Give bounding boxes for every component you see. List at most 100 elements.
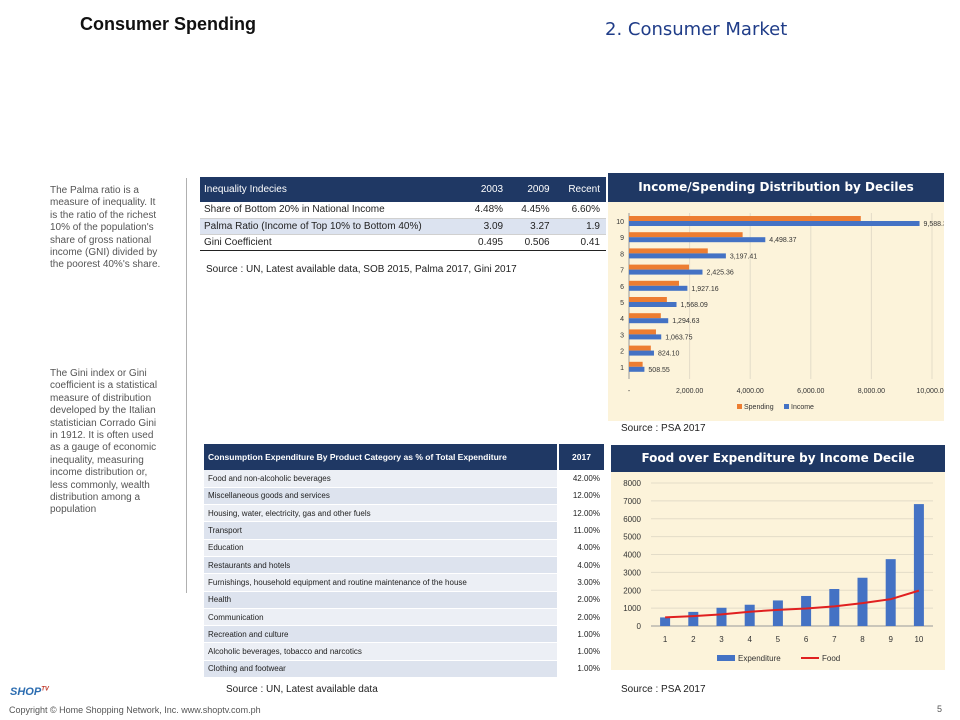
table-row: Health 2.00% [204,591,604,609]
income-spending-chart-svg: 1 508.55 2 824.10 3 1,063.75 4 1,294.63 5 1,568.0… [616,213,951,411]
category-cell: Alcoholic beverages, tobacco and narcoti… [204,642,558,661]
cell: 6.60% [555,202,606,219]
copyright: Copyright © Home Shopping Network, Inc. … [9,705,261,715]
spending-bar [629,313,661,319]
x-tick-label: 8 [860,635,865,644]
x-tick-label: 3 [719,635,724,644]
x-tick-label: 5 [776,635,781,644]
spending-bar [629,297,667,302]
category-cell: Recreation and culture [204,625,558,644]
table-row: Furnishings, household equipment and rou… [204,573,604,592]
expenditure-bar [716,607,727,626]
table-row: Communication 2.00% [204,608,604,627]
data-label: 2,425.36 [706,270,733,277]
expenditure-bar [772,600,783,626]
table-row: Alcoholic beverages, tobacco and narcoti… [204,642,604,661]
y-tick-label: 8000 [623,479,641,488]
food-expenditure-chart: 0 1000 2000 3000 4000 5000 6000 7000 8000 1 2 3 4 5 6 7… [611,445,945,670]
value-cell: 11.00% [557,521,604,540]
y-tick-label: 1 [620,365,624,372]
value-cell: 12.00% [557,487,604,506]
table-row: Palma Ratio (Income of Top 10% to Bottom… [200,218,606,235]
expenditure-bar [801,595,812,626]
x-tick-label: 6 [804,635,809,644]
value-cell: 1.00% [557,660,604,679]
table-row: Recreation and culture 1.00% [204,625,604,644]
y-tick-label: 7 [620,268,624,275]
legend-label-spending: Spending [744,404,774,411]
cell: Palma Ratio (Income of Top 10% to Bottom… [200,218,463,235]
category-cell: Education [204,539,558,557]
y-tick-label: 8 [620,251,624,258]
income-bar [629,318,669,324]
cell: Share of Bottom 20% in National Income [200,202,463,219]
chart-title: Income/Spending Distribution by Deciles [608,173,944,202]
expenditure-bar [829,588,840,626]
table-row: Share of Bottom 20% in National Income 4… [200,202,606,219]
legend-label-expenditure: Expenditure [738,654,781,663]
x-tick-label: 9 [888,635,893,644]
value-cell: 3.00% [557,573,604,592]
spending-bar [629,280,679,286]
y-tick-label: 2000 [623,586,641,595]
value-cell: 2.00% [557,591,604,609]
value-cell: 4.00% [557,556,604,575]
x-tick-label: 2 [691,635,696,644]
category-cell: Restaurants and hotels [204,556,558,575]
cell: 0.41 [555,234,606,251]
expenditure-bar [885,559,896,626]
table-row: Education 4.00% [204,539,604,557]
page-number: 5 [937,704,943,714]
x-tick-label: - [628,388,631,395]
category-cell: Clothing and footwear [204,660,558,679]
inequality-table: Inequality Indecies 2003 2009 Recent Sha… [200,177,606,251]
divider [186,178,187,593]
category-cell: Health [204,591,558,609]
cell: 4.45% [509,202,556,219]
shoptv-logo: SHOPTV [10,686,49,698]
food-line [665,589,920,619]
data-label: 1,063.75 [665,334,692,341]
y-tick-label: 5 [620,300,624,307]
category-cell: Communication [204,608,558,627]
income-bar [629,350,654,356]
category-cell: Transport [204,521,558,540]
income-bar [629,334,662,340]
value-cell: 42.00% [557,470,604,488]
cell: 3.27 [509,218,556,235]
category-cell: Housing, water, electricity, gas and oth… [204,504,558,523]
consumption-source: Source : UN, Latest available data [226,684,378,695]
header-cell: Consumption Expenditure By Product Categ… [204,444,558,470]
x-tick-label: 4 [747,635,752,644]
data-label: 824.10 [658,351,680,358]
data-label: 508.55 [648,367,670,374]
y-tick-label: 1000 [623,604,641,613]
income-bar [629,366,645,372]
table-row: Housing, water, electricity, gas and oth… [204,504,604,523]
value-cell: 4.00% [557,539,604,557]
table-row: Gini Coefficient 0.495 0.506 0.41 [200,234,606,251]
spending-bar [629,345,651,351]
x-tick-label: 2,000.00 [676,388,703,395]
gini-note: The Gini index or Gini coefficient is a … [50,368,158,516]
spending-bar [629,329,656,335]
income-bar [629,285,688,291]
cell: 0.495 [462,234,510,251]
section-title: 2. Consumer Market [605,19,788,40]
expenditure-bar [688,611,699,626]
x-tick-label: 1 [663,635,668,644]
value-cell: 1.00% [557,625,604,644]
legend-swatch-income [784,404,789,409]
data-label: 4,498.37 [769,237,796,244]
table-row: Food and non-alcoholic beverages 42.00% [204,470,604,488]
value-cell: 2.00% [557,608,604,627]
table-header-row: Consumption Expenditure By Product Categ… [204,444,604,470]
y-tick-label: 3 [620,332,624,339]
x-tick-label: 6,000.00 [797,388,824,395]
cell: 3.09 [462,218,510,235]
x-tick-label: 7 [832,635,837,644]
y-tick-label: 7000 [623,497,641,506]
spending-bar [629,264,689,270]
y-tick-label: 5000 [623,533,641,542]
x-tick-label: 10,000.00 [916,388,944,395]
